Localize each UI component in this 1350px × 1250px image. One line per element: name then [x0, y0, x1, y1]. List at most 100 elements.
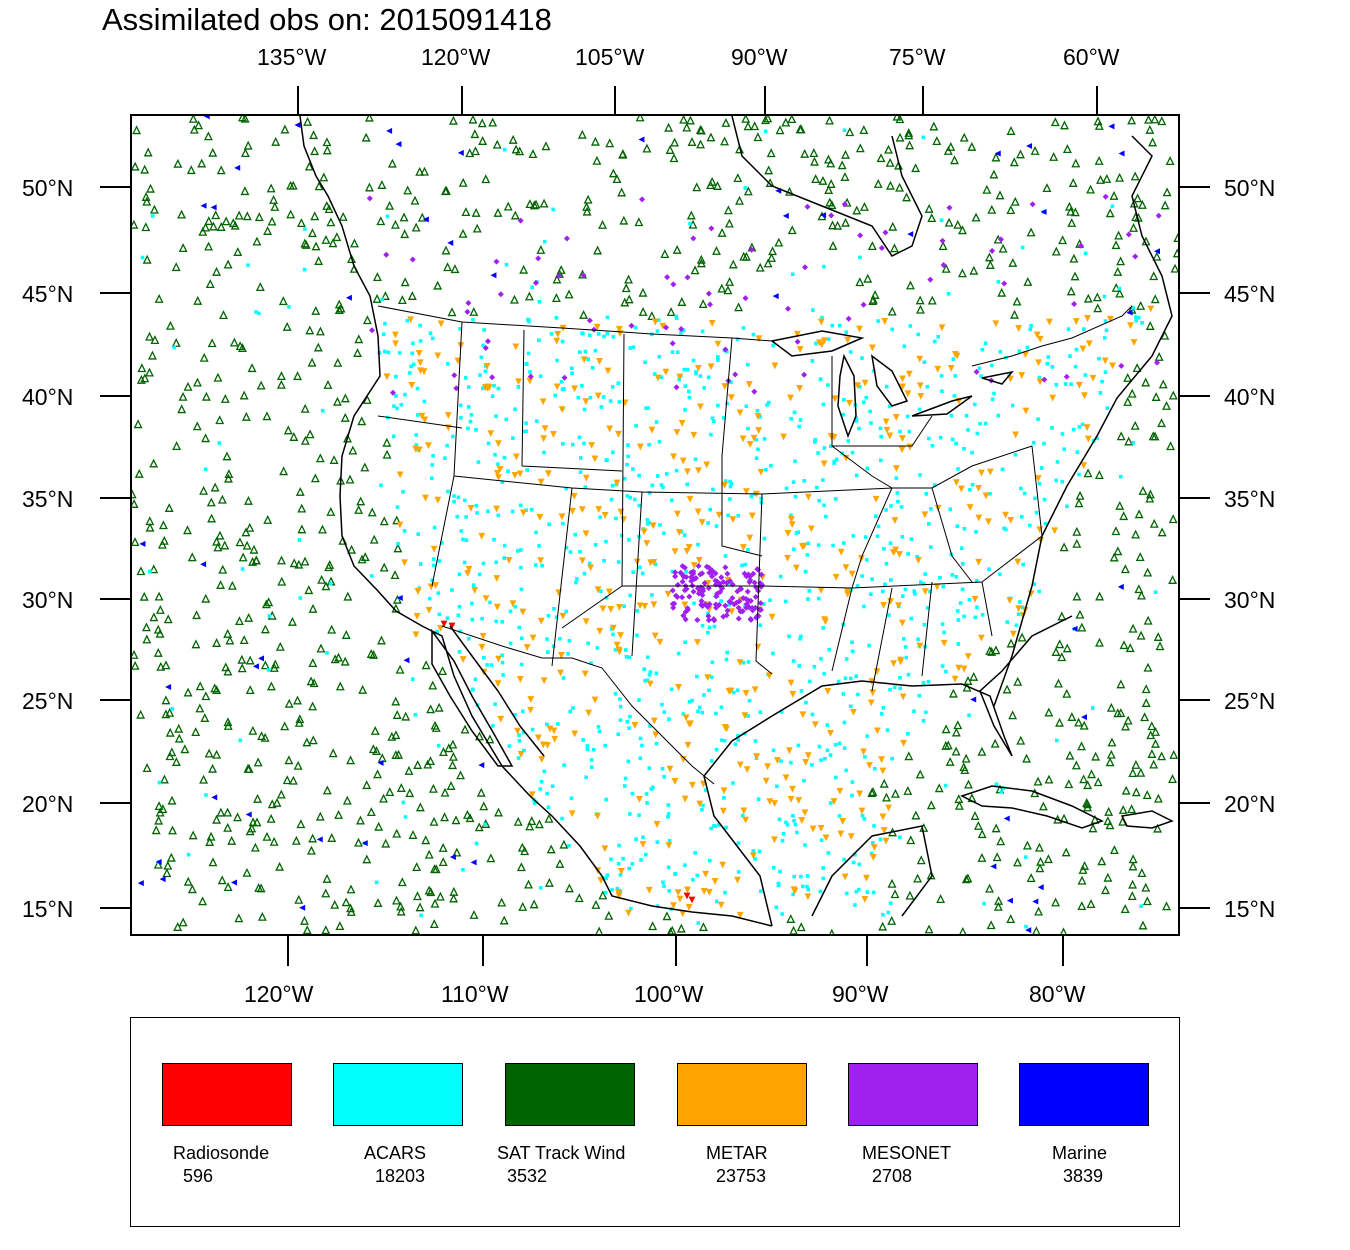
obs-marker — [1123, 373, 1133, 382]
obs-marker — [687, 720, 694, 728]
obs-marker — [801, 371, 808, 378]
obs-marker — [1079, 345, 1087, 353]
obs-marker — [193, 295, 203, 305]
obs-marker — [436, 591, 441, 595]
obs-marker — [717, 901, 725, 909]
obs-marker — [605, 315, 610, 320]
obs-marker — [940, 664, 945, 668]
obs-marker — [132, 125, 142, 135]
obs-marker — [1081, 392, 1088, 400]
obs-marker — [1023, 277, 1033, 286]
obs-marker — [842, 128, 847, 133]
obs-marker — [751, 388, 758, 395]
obs-marker — [1140, 321, 1144, 325]
obs-marker — [683, 892, 691, 900]
obs-marker — [149, 612, 159, 622]
obs-marker — [638, 307, 648, 316]
obs-marker — [699, 592, 706, 599]
obs-marker — [211, 794, 218, 801]
obs-marker — [735, 615, 742, 622]
obs-marker — [850, 649, 855, 654]
obs-marker — [672, 244, 682, 254]
obs-marker — [1093, 777, 1103, 787]
obs-marker — [612, 174, 622, 184]
obs-marker — [645, 517, 650, 522]
obs-marker — [899, 693, 907, 701]
obs-marker — [740, 807, 748, 815]
obs-marker — [313, 342, 323, 352]
obs-marker — [638, 565, 642, 570]
obs-marker — [803, 569, 808, 574]
obs-marker — [150, 335, 160, 344]
obs-marker — [178, 917, 188, 927]
obs-marker — [527, 816, 537, 825]
obs-marker — [1074, 717, 1084, 727]
obs-marker — [867, 241, 877, 251]
obs-marker — [610, 888, 614, 892]
obs-marker — [1068, 354, 1072, 358]
obs-marker — [478, 136, 488, 145]
obs-marker — [721, 416, 726, 420]
obs-marker — [609, 497, 614, 502]
obs-marker — [170, 707, 175, 711]
obs-marker — [411, 341, 415, 346]
obs-marker — [1143, 567, 1153, 577]
obs-marker — [716, 601, 723, 608]
obs-marker — [724, 607, 731, 614]
obs-marker — [986, 468, 994, 476]
obs-marker — [1006, 205, 1016, 215]
obs-marker — [325, 559, 335, 569]
obs-marker — [757, 849, 762, 854]
obs-marker — [675, 529, 683, 536]
obs-marker — [679, 578, 686, 585]
obs-marker — [416, 359, 424, 367]
obs-marker — [383, 251, 390, 258]
obs-marker — [660, 702, 664, 707]
obs-marker — [582, 618, 590, 626]
obs-marker — [821, 478, 825, 482]
obs-marker — [700, 807, 704, 812]
obs-marker — [564, 545, 569, 550]
obs-marker — [824, 185, 834, 194]
obs-marker — [944, 217, 954, 227]
obs-marker — [642, 667, 647, 671]
obs-marker — [646, 680, 654, 688]
obs-marker — [938, 241, 948, 251]
obs-marker — [372, 272, 382, 282]
obs-marker — [708, 507, 712, 512]
obs-marker — [539, 779, 544, 784]
obs-marker — [294, 894, 304, 904]
obs-marker — [210, 482, 220, 492]
obs-marker — [328, 748, 338, 758]
obs-marker — [1092, 292, 1102, 302]
top-axis-label: 120°W — [421, 44, 491, 70]
obs-marker — [490, 394, 495, 399]
obs-marker — [519, 264, 529, 274]
obs-marker — [799, 543, 806, 550]
obs-marker — [411, 362, 416, 367]
obs-marker — [1082, 798, 1092, 807]
obs-marker — [235, 616, 244, 626]
obs-marker — [974, 579, 979, 583]
obs-marker — [712, 419, 716, 423]
obs-marker — [382, 437, 392, 447]
obs-marker — [843, 587, 851, 595]
obs-marker — [692, 182, 702, 192]
obs-marker — [492, 139, 502, 149]
obs-marker — [643, 852, 648, 857]
obs-marker — [201, 433, 211, 443]
obs-marker — [710, 416, 715, 420]
obs-marker — [544, 470, 552, 478]
obs-marker — [1131, 787, 1141, 797]
obs-marker — [621, 856, 625, 861]
right-axis-tick — [1180, 699, 1210, 701]
obs-marker — [713, 824, 717, 829]
obs-marker — [911, 810, 921, 820]
obs-marker — [467, 405, 471, 409]
obs-marker — [521, 429, 526, 434]
obs-marker — [917, 407, 922, 412]
obs-marker — [571, 385, 578, 393]
obs-marker — [267, 216, 277, 226]
obs-marker — [411, 222, 421, 232]
obs-marker — [658, 523, 662, 527]
